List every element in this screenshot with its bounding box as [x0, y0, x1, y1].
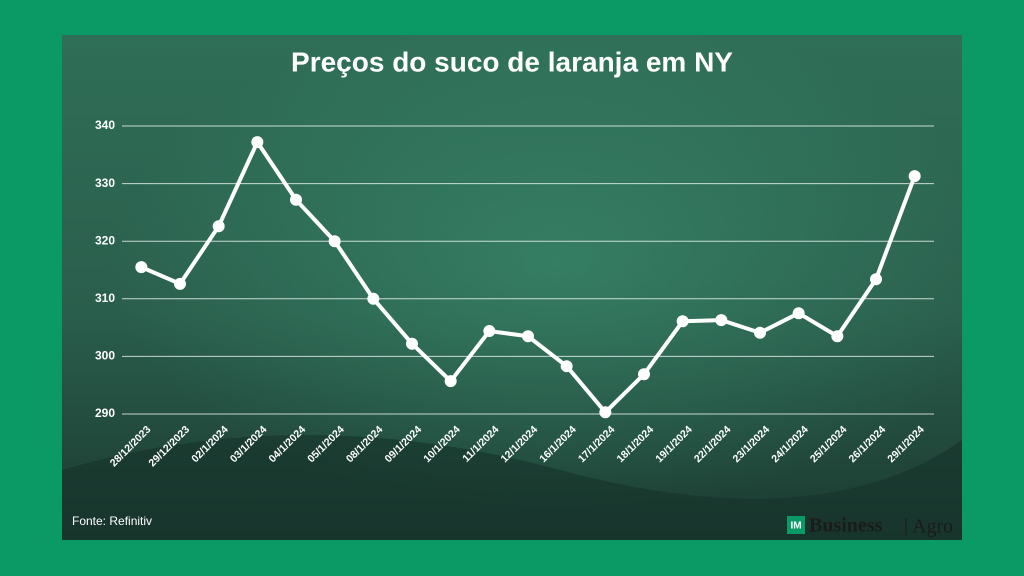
point [212, 220, 225, 233]
y-tick-label: 300 [95, 349, 115, 363]
point [483, 325, 496, 338]
y-tick-label: 310 [95, 291, 115, 305]
point [560, 360, 573, 373]
point [135, 261, 148, 274]
y-tick-label: 320 [95, 233, 115, 247]
point [444, 375, 457, 388]
decoration [62, 435, 962, 540]
y-tick-label: 340 [95, 118, 115, 132]
point [522, 330, 534, 343]
y-tick-label: 290 [95, 406, 115, 420]
chart-title: Preços do suco de laranja em NY [291, 46, 733, 77]
point [174, 277, 186, 290]
point [715, 314, 728, 327]
point [328, 235, 341, 248]
logo-mark: IM [790, 521, 801, 532]
point [754, 326, 766, 339]
point [367, 292, 380, 305]
point [831, 330, 844, 343]
point [251, 136, 264, 149]
logo-mark-box [787, 516, 805, 534]
point [676, 315, 689, 328]
point [908, 170, 921, 183]
point [870, 273, 882, 286]
point [599, 406, 612, 419]
point [406, 337, 418, 350]
point [792, 307, 805, 320]
logo-section: Agro [912, 516, 953, 538]
y-tick-label: 330 [95, 176, 115, 190]
source: Fonte: Refinitiv [72, 514, 152, 528]
logo-name: Business [809, 515, 883, 537]
point [290, 193, 302, 206]
point [638, 368, 650, 381]
